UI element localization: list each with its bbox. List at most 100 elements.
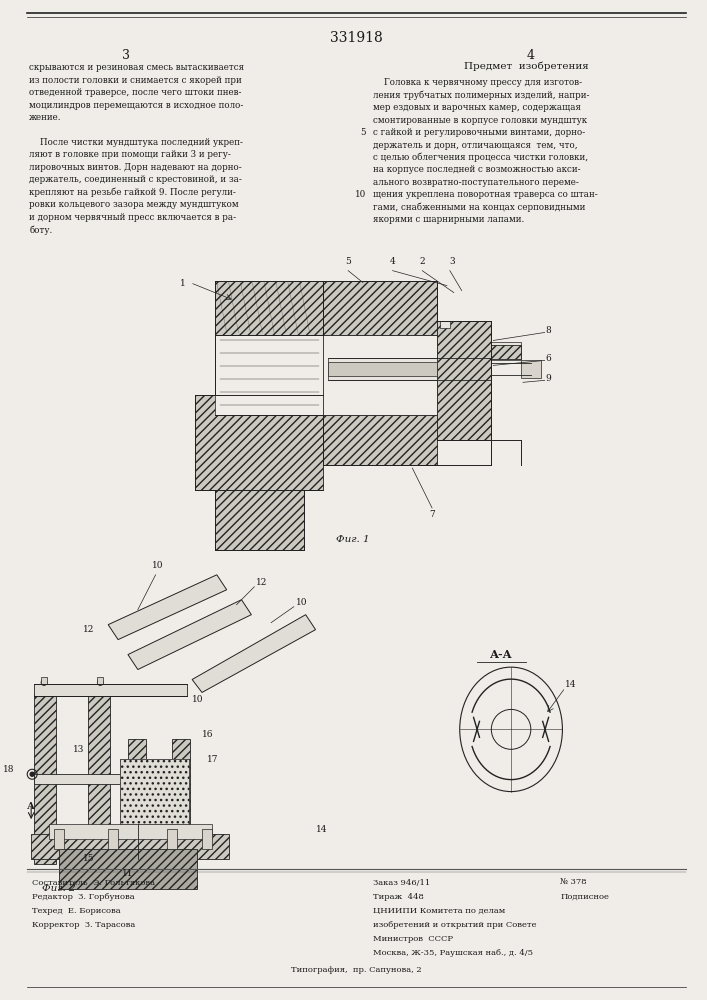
Text: 5: 5	[361, 128, 366, 137]
Text: 10: 10	[152, 561, 163, 570]
Text: 331918: 331918	[329, 31, 382, 45]
Text: Фиг. 1: Фиг. 1	[337, 535, 370, 544]
Bar	[491, 342, 521, 360]
Text: Редактор  З. Горбунова: Редактор З. Горбунова	[32, 893, 135, 901]
Bar	[215, 490, 304, 550]
Text: ляют в головке при помощи гайки 3 и регу-: ляют в головке при помощи гайки 3 и регу…	[29, 150, 231, 159]
Text: 16: 16	[202, 730, 214, 739]
Bar	[195, 395, 324, 490]
Text: держатель, соединенный с крестовиной, и за-: держатель, соединенный с крестовиной, и …	[29, 175, 242, 184]
Text: боту.: боту.	[29, 225, 52, 235]
Text: щения укреплена поворотная траверса со штан-: щения укреплена поворотная траверса со ш…	[373, 190, 597, 199]
Bar	[34, 694, 56, 864]
Polygon shape	[128, 600, 252, 670]
Bar	[215, 335, 324, 415]
Text: отведенной траверсе, после чего штоки пнев-: отведенной траверсе, после чего штоки пн…	[29, 88, 242, 97]
Text: 17: 17	[207, 755, 218, 764]
Bar	[108, 829, 118, 849]
Polygon shape	[108, 575, 227, 640]
Text: жение.: жение.	[29, 113, 62, 122]
Text: 5: 5	[345, 257, 351, 266]
Text: 7: 7	[429, 510, 435, 519]
Bar	[34, 774, 187, 784]
Text: ального возвратно-поступательного переме-: ального возвратно-поступательного переме…	[373, 178, 579, 187]
Text: ЦНИИПИ Комитета по делам: ЦНИИПИ Комитета по делам	[373, 907, 505, 915]
Text: 14: 14	[315, 825, 327, 834]
Text: крепляют на резьбе гайкой 9. После регули-: крепляют на резьбе гайкой 9. После регул…	[29, 188, 236, 197]
Bar	[120, 759, 189, 824]
Text: Тираж  448: Тираж 448	[373, 893, 423, 901]
Bar	[120, 759, 189, 824]
Bar	[324, 281, 437, 335]
Polygon shape	[192, 615, 315, 692]
Text: А-А: А-А	[490, 649, 513, 660]
Text: с целью облегчения процесса чистки головки,: с целью облегчения процесса чистки голов…	[373, 153, 588, 162]
Bar	[173, 739, 190, 859]
Text: 1: 1	[180, 279, 185, 288]
Text: 11: 11	[122, 869, 134, 878]
Text: ления трубчатых полимерных изделий, напри-: ления трубчатых полимерных изделий, напр…	[373, 91, 590, 100]
Text: 4: 4	[390, 257, 395, 266]
Text: 13: 13	[73, 745, 84, 754]
Ellipse shape	[491, 709, 531, 749]
Text: ровки кольцевого зазора между мундштуком: ровки кольцевого зазора между мундштуком	[29, 200, 239, 209]
Bar	[34, 684, 187, 696]
Text: якорями с шарнирными лапами.: якорями с шарнирными лапами.	[373, 215, 524, 224]
Text: 15: 15	[83, 854, 94, 863]
Text: из полости головки и снимается с якорей при: из полости головки и снимается с якорей …	[29, 76, 242, 85]
Text: гами, снабженными на концах серповидными: гами, снабженными на концах серповидными	[373, 203, 585, 212]
Text: 2: 2	[419, 257, 425, 266]
Bar	[54, 829, 64, 849]
Text: 10: 10	[192, 695, 204, 704]
Bar	[521, 360, 541, 378]
Bar	[324, 415, 437, 465]
Ellipse shape	[460, 667, 563, 792]
Text: А: А	[27, 802, 35, 811]
Text: После чистки мундштука последний укреп-: После чистки мундштука последний укреп-	[29, 138, 243, 147]
Bar	[328, 362, 437, 376]
Bar	[49, 824, 212, 839]
Text: и дорном червячный пресс включается в ра-: и дорном червячный пресс включается в ра…	[29, 213, 236, 222]
Bar	[88, 694, 110, 864]
Text: Предмет  изобретения: Предмет изобретения	[464, 61, 589, 71]
Text: изобретений и открытий при Совете: изобретений и открытий при Совете	[373, 921, 537, 929]
Text: с гайкой и регулировочными винтами, дорно-: с гайкой и регулировочными винтами, дорн…	[373, 128, 585, 137]
Text: моцилиндров перемещаются в исходное поло-: моцилиндров перемещаются в исходное поло…	[29, 101, 244, 110]
Text: № 378: № 378	[561, 879, 587, 887]
Bar	[440, 320, 450, 328]
Text: 3: 3	[122, 49, 130, 62]
Text: на корпусе последней с возможностью акси-: на корпусе последней с возможностью акси…	[373, 165, 580, 174]
Text: Москва, Ж-35, Раушская наб., д. 4/5: Москва, Ж-35, Раушская наб., д. 4/5	[373, 949, 533, 957]
Text: 14: 14	[566, 680, 577, 689]
Text: 9: 9	[546, 374, 551, 383]
Text: Техред  Е. Борисова: Техред Е. Борисова	[32, 907, 121, 915]
Text: Подписное: Подписное	[561, 893, 609, 901]
Bar	[59, 849, 197, 889]
Bar	[437, 320, 491, 440]
Text: 8: 8	[546, 326, 551, 335]
Text: 18: 18	[3, 765, 14, 774]
Text: Фиг. 2: Фиг. 2	[42, 884, 76, 893]
Text: лировочных винтов. Дорн надевают на дорно-: лировочных винтов. Дорн надевают на дорн…	[29, 163, 242, 172]
Text: 10: 10	[355, 190, 366, 199]
Text: смонтированные в корпусе головки мундштук: смонтированные в корпусе головки мундшту…	[373, 116, 587, 125]
Text: 4: 4	[527, 49, 534, 62]
Text: скрываются и резиновая смесь вытаскивается: скрываются и резиновая смесь вытаскивает…	[29, 63, 245, 72]
Text: Головка к червячному прессу для изготов-: Головка к червячному прессу для изготов-	[373, 78, 582, 87]
Text: Корректор  З. Тарасова: Корректор З. Тарасова	[32, 921, 136, 929]
Text: мер ездовых и варочных камер, содержащая: мер ездовых и варочных камер, содержащая	[373, 103, 581, 112]
Circle shape	[30, 772, 34, 776]
Bar	[491, 345, 521, 359]
Text: Составитель  Э. Гольтякова: Составитель Э. Гольтякова	[32, 879, 155, 887]
Bar	[324, 335, 437, 415]
Text: Типография,  пр. Сапунова, 2: Типография, пр. Сапунова, 2	[291, 966, 421, 974]
Bar	[98, 677, 103, 684]
Bar	[202, 829, 212, 849]
Text: держатель и дорн, отличающаяся  тем, что,: держатель и дорн, отличающаяся тем, что,	[373, 141, 578, 150]
Bar	[41, 677, 47, 684]
Text: 10: 10	[296, 598, 308, 607]
Bar	[168, 829, 177, 849]
Text: Заказ 946/11: Заказ 946/11	[373, 879, 430, 887]
Text: Министров  СССР: Министров СССР	[373, 935, 452, 943]
Text: 3: 3	[449, 257, 455, 266]
